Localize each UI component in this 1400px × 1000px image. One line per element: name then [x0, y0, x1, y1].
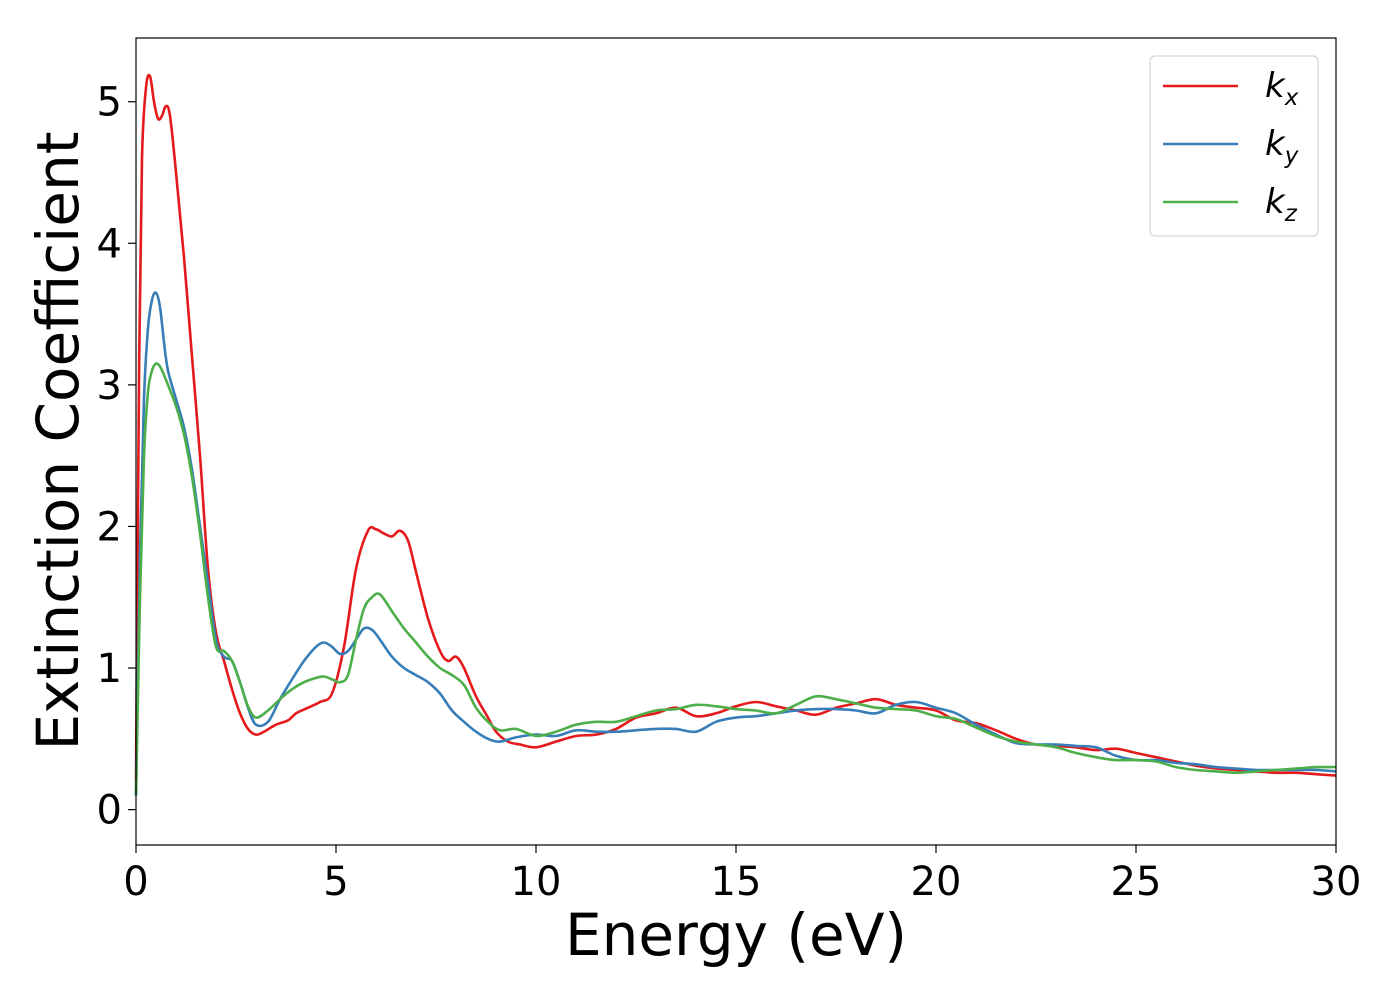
x-tick-label: 25 [1111, 859, 1162, 905]
y-tick-label: 0 [97, 788, 122, 834]
ticks-layer: 0 5 10 15 20 25 30 0 1 2 3 4 5 [97, 80, 1362, 905]
x-tick-label: 20 [911, 859, 962, 905]
legend-label-kx: kx [1265, 66, 1299, 111]
series-line-kz [134, 362, 1337, 796]
legend-box [1149, 55, 1319, 237]
x-tick-label: 15 [711, 859, 762, 905]
y-axis-title: Extinction Coefficient [24, 132, 92, 751]
y-tick-label: 1 [97, 646, 122, 692]
x-axis-title: Energy (eV) [565, 901, 907, 969]
x-tick-label: 30 [1311, 859, 1362, 905]
x-tick-label: 10 [511, 859, 562, 905]
series-line-ky [134, 291, 1337, 796]
series-layer [134, 73, 1337, 796]
y-tick-label: 4 [97, 221, 122, 267]
plot-frame [135, 37, 1337, 846]
x-tick-label: 5 [323, 859, 348, 905]
y-tick-label: 5 [97, 80, 122, 126]
y-tick-label: 2 [97, 504, 122, 550]
x-tick-label: 0 [123, 859, 148, 905]
y-tick-label: 3 [97, 363, 122, 409]
